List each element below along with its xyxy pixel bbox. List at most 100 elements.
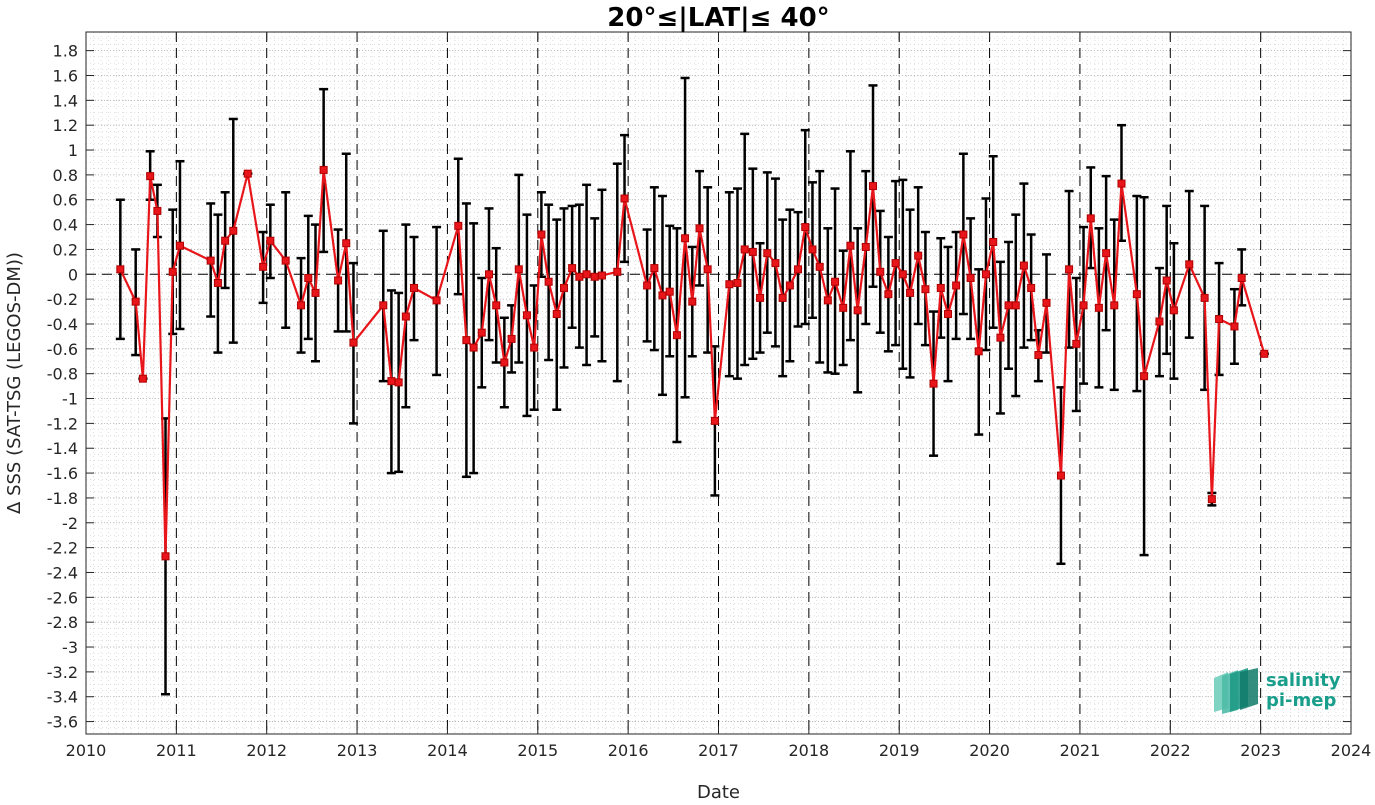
data-point-marker (839, 303, 848, 312)
y-tick-label: 1.6 (53, 66, 78, 85)
x-tick-label: 2013 (337, 741, 378, 760)
data-point-marker (1132, 290, 1141, 299)
x-tick-label: 2014 (427, 741, 468, 760)
data-point-marker (1230, 322, 1239, 331)
data-point-marker (763, 249, 772, 258)
x-axis-ticks: 2010 2011 2012 2013 2014 2015 2016 2017 2018 2019… (66, 32, 1372, 760)
y-tick-label: -2.2 (47, 539, 78, 558)
y-tick-label: -1 (62, 390, 78, 409)
data-point-marker (559, 283, 568, 292)
data-point-marker (153, 206, 162, 215)
data-point-marker (861, 242, 870, 251)
data-point-marker (1155, 317, 1164, 326)
data-point-marker (387, 377, 396, 386)
data-point-marker (138, 374, 147, 383)
series-line-layer (119, 169, 1266, 557)
data-point-marker (703, 265, 712, 274)
y-tick-label: -3.4 (47, 688, 78, 707)
data-point-marker (1162, 276, 1171, 285)
data-point-marker (259, 262, 268, 271)
data-point-marker (921, 285, 930, 294)
data-point-marker (1140, 372, 1149, 381)
data-point-marker (966, 274, 975, 283)
data-point-marker (477, 328, 486, 337)
data-point-marker (981, 270, 990, 279)
data-point-marker (1086, 214, 1095, 223)
data-point-marker (1056, 471, 1065, 480)
data-point-marker (1094, 303, 1103, 312)
data-point-marker (846, 241, 855, 250)
data-point-marker (613, 267, 622, 276)
data-point-marker (131, 297, 140, 306)
data-point-marker (514, 265, 523, 274)
data-point-marker (658, 291, 667, 300)
data-point-marker (898, 270, 907, 279)
y-tick-label: -2.6 (47, 588, 78, 607)
y-tick-label: -0.6 (47, 340, 78, 359)
data-point-marker (996, 333, 1005, 342)
data-point-marker (1117, 179, 1126, 188)
data-point-marker (944, 310, 953, 319)
data-point-marker (597, 271, 606, 280)
data-point-marker (544, 277, 553, 286)
data-point-marker (650, 264, 659, 273)
data-point-marker (401, 312, 410, 321)
data-point-marker (801, 223, 810, 232)
x-tick-label: 2015 (517, 741, 558, 760)
data-point-marker (710, 416, 719, 425)
data-point-marker (1260, 349, 1269, 358)
y-tick-label: 0.4 (53, 216, 78, 235)
data-point-marker (522, 311, 531, 320)
x-tick-label: 2022 (1150, 741, 1191, 760)
data-point-marker (815, 262, 824, 271)
data-point-marker (869, 182, 878, 191)
data-point-marker (778, 293, 787, 302)
data-point-marker (620, 194, 629, 203)
x-tick-label: 2020 (969, 741, 1010, 760)
data-point-marker (643, 281, 652, 290)
x-tick-label: 2024 (1331, 741, 1372, 760)
data-point-marker (681, 234, 690, 243)
data-point-marker (537, 230, 546, 239)
y-tick-label: 0.6 (53, 191, 78, 210)
data-point-marker (1027, 283, 1036, 292)
y-tick-label: 0.2 (53, 240, 78, 259)
data-point-marker (582, 270, 591, 279)
data-point-marker (884, 290, 893, 299)
y-axis-title: Δ SSS (SAT-TSG (LEGOS-DM)) (4, 252, 25, 514)
data-point-marker (432, 296, 441, 305)
data-point-marker (1019, 261, 1028, 270)
x-tick-label: 2018 (788, 741, 829, 760)
data-point-marker (590, 272, 599, 281)
y-tick-label: 0 (68, 265, 78, 284)
data-point-marker (334, 276, 343, 285)
y-tick-label: -2.8 (47, 613, 78, 632)
data-point-marker (831, 277, 840, 286)
data-point-marker (349, 338, 358, 347)
chart-title: 20°≤|LAT|≤ 40° (607, 3, 829, 33)
x-axis-title: Date (697, 782, 740, 801)
y-axis-ticks: 1.8 1.6 1.4 1.2 1 0.8 0.6 0.4 0.2 0 -0.2 -0.4 -0.6 -0… (47, 42, 1351, 732)
data-point-marker (876, 267, 885, 276)
y-tick-label: -3.2 (47, 663, 78, 682)
data-point-marker (175, 241, 184, 250)
data-point-marker (507, 334, 516, 343)
data-point-marker (1079, 301, 1088, 310)
data-point-marker (808, 245, 817, 254)
data-point-marker (771, 259, 780, 268)
y-tick-label: -3.6 (47, 713, 78, 732)
data-point-marker (974, 347, 983, 356)
y-tick-label: -2.4 (47, 563, 78, 582)
data-point-marker (929, 379, 938, 388)
data-point-marker (1110, 301, 1119, 310)
data-point-marker (229, 226, 238, 235)
data-point-marker (342, 239, 351, 248)
data-point-marker (1200, 293, 1209, 302)
logo-wave-icon (1214, 668, 1258, 714)
data-point-marker (1072, 339, 1081, 348)
data-point-marker (1011, 301, 1020, 310)
x-tick-label: 2010 (66, 741, 107, 760)
salinity-pi-mep-logo: salinity pi-mep (1214, 668, 1341, 714)
